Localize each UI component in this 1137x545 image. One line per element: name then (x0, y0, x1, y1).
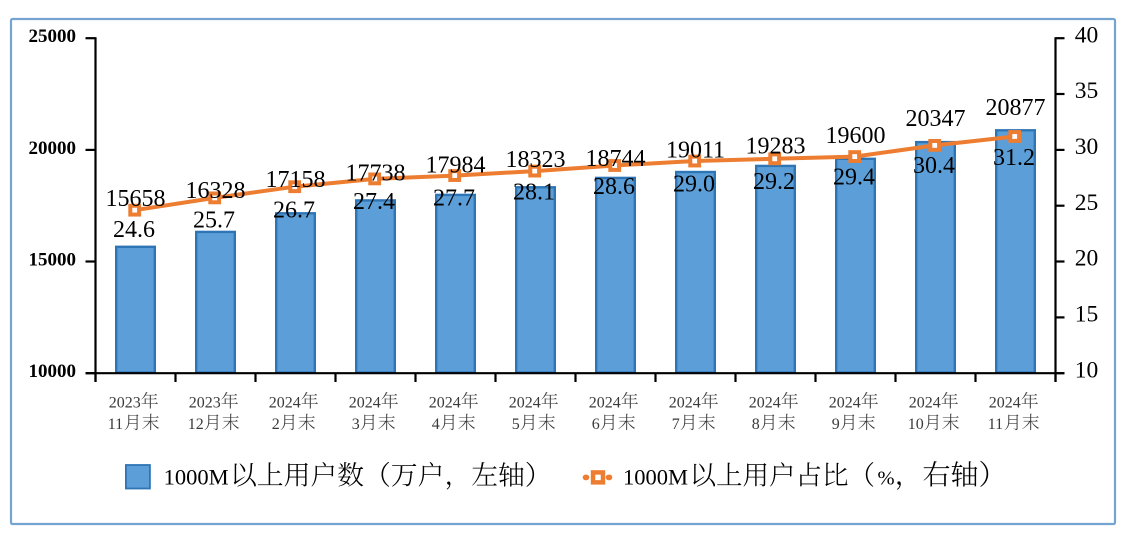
svg-text:9: 9 (832, 416, 840, 433)
svg-text:25.7: 25.7 (193, 208, 235, 234)
svg-text:25: 25 (1075, 190, 1099, 216)
svg-text:20000: 20000 (29, 138, 77, 159)
svg-text:26.7: 26.7 (273, 198, 315, 224)
svg-text:7: 7 (672, 416, 680, 433)
svg-text:3: 3 (352, 416, 360, 433)
svg-text:19600: 19600 (826, 123, 886, 149)
svg-text:11: 11 (108, 416, 123, 433)
svg-text:6: 6 (592, 416, 600, 433)
svg-text:5: 5 (512, 416, 520, 433)
svg-text:1000M: 1000M (164, 465, 229, 490)
svg-text:2023: 2023 (109, 394, 141, 411)
svg-text:2023: 2023 (189, 394, 221, 411)
svg-text:27.7: 27.7 (433, 185, 475, 211)
svg-text:30: 30 (1075, 134, 1099, 160)
svg-text:16328: 16328 (186, 178, 246, 204)
svg-text:12: 12 (188, 416, 204, 433)
svg-text:29.4: 29.4 (833, 165, 875, 191)
svg-text:2024: 2024 (509, 394, 541, 411)
svg-text:8: 8 (752, 416, 760, 433)
svg-text:2024: 2024 (829, 394, 861, 411)
svg-text:20877: 20877 (986, 95, 1046, 121)
svg-text:2024: 2024 (269, 394, 301, 411)
svg-text:2024: 2024 (349, 394, 381, 411)
svg-text:11: 11 (988, 416, 1003, 433)
svg-text:17738: 17738 (346, 161, 406, 187)
svg-text:18744: 18744 (586, 146, 646, 172)
svg-text:35: 35 (1075, 78, 1099, 104)
svg-text:10: 10 (908, 416, 924, 433)
svg-text:25000: 25000 (29, 26, 77, 47)
svg-text:19011: 19011 (666, 138, 725, 164)
svg-text:28.6: 28.6 (593, 174, 635, 200)
svg-text:2: 2 (272, 416, 280, 433)
svg-text:10000: 10000 (29, 361, 77, 382)
svg-text:29.2: 29.2 (753, 169, 795, 195)
svg-text:30.4: 30.4 (913, 153, 955, 179)
svg-text:40: 40 (1075, 22, 1099, 48)
svg-text:27.4: 27.4 (353, 189, 395, 215)
svg-text:2024: 2024 (749, 394, 781, 411)
svg-text:15000: 15000 (29, 249, 77, 270)
svg-text:31.2: 31.2 (993, 145, 1035, 171)
svg-text:2024: 2024 (589, 394, 621, 411)
svg-text:17984: 17984 (426, 152, 486, 178)
svg-text:2024: 2024 (909, 394, 941, 411)
svg-text:24.6: 24.6 (113, 217, 155, 243)
svg-text:17158: 17158 (266, 167, 326, 193)
svg-text:4: 4 (432, 416, 440, 433)
svg-text:29.0: 29.0 (673, 171, 715, 197)
svg-text:18323: 18323 (506, 147, 566, 173)
svg-text:2024: 2024 (429, 394, 461, 411)
svg-text:1000M: 1000M (623, 465, 688, 490)
svg-text:2024: 2024 (989, 394, 1021, 411)
svg-text:28.1: 28.1 (513, 179, 555, 205)
svg-text:20347: 20347 (906, 106, 966, 132)
svg-text:20: 20 (1075, 246, 1099, 272)
svg-text:15658: 15658 (106, 186, 166, 212)
svg-text:2024: 2024 (669, 394, 701, 411)
svg-text:19283: 19283 (746, 134, 806, 160)
svg-text:15: 15 (1075, 302, 1099, 328)
svg-text:%: % (878, 468, 895, 490)
svg-text:10: 10 (1075, 357, 1099, 383)
